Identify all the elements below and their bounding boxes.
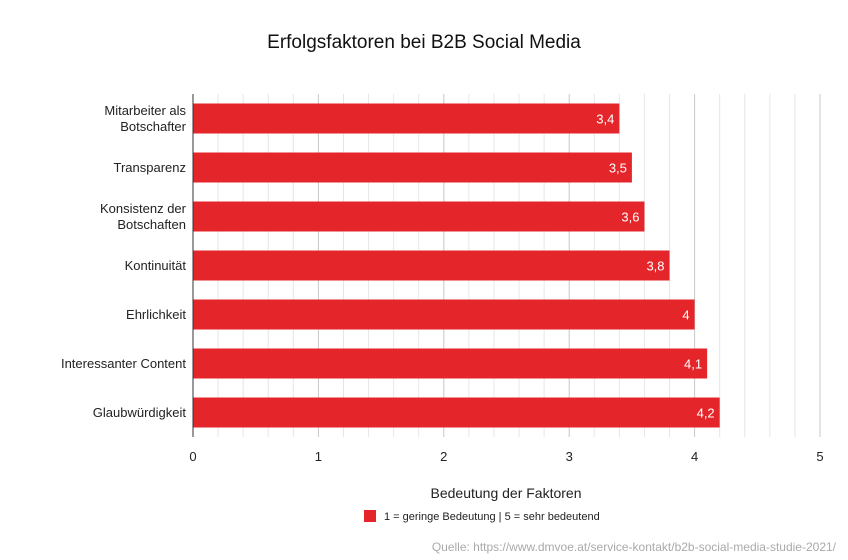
bar [193,152,632,183]
x-tick-label: 2 [440,449,447,464]
x-tick-label: 1 [315,449,322,464]
x-axis: 0 1 2 3 4 5 [189,94,824,464]
category-label: Mitarbeiter als [104,103,186,118]
category-label: Ehrlichkeit [126,307,186,322]
legend-label: 1 = geringe Bedeutung | 5 = sehr bedeute… [384,511,600,523]
chart-title: Erfolgsfaktoren bei B2B Social Media [267,32,581,53]
bar [193,201,645,232]
x-tick-label: 3 [566,449,573,464]
x-tick-label: 0 [189,449,196,464]
data-label: 4,2 [697,406,715,421]
bar [193,299,695,330]
data-label: 3,4 [596,112,614,127]
data-label: 3,6 [621,210,639,225]
legend-swatch [364,510,376,522]
category-label: Botschaften [117,217,186,232]
bar [193,103,620,134]
data-label: 3,8 [646,259,664,274]
category-label: Botschafter [120,119,186,134]
x-tick-label: 4 [691,449,698,464]
category-label: Kontinuität [125,258,187,273]
bar [193,250,670,281]
x-tick-label: 5 [816,449,823,464]
data-label: 4,1 [684,357,702,372]
category-label: Konsistenz der [100,201,187,216]
x-axis-title: Bedeutung der Faktoren [431,485,582,501]
category-label: Transparenz [114,160,187,175]
data-label: 3,5 [609,161,627,176]
legend: 1 = geringe Bedeutung | 5 = sehr bedeute… [364,510,600,523]
data-label: 4 [682,308,689,323]
category-label: Interessanter Content [61,356,186,371]
bars: 3,4 3,5 3,6 3,8 4 4,1 4,2 [193,103,720,428]
category-label: Glaubwürdigkeit [93,405,187,420]
source-note: Quelle: https://www.dmvoe.at/service-kon… [432,540,837,554]
bar [193,397,720,428]
bar [193,348,708,379]
